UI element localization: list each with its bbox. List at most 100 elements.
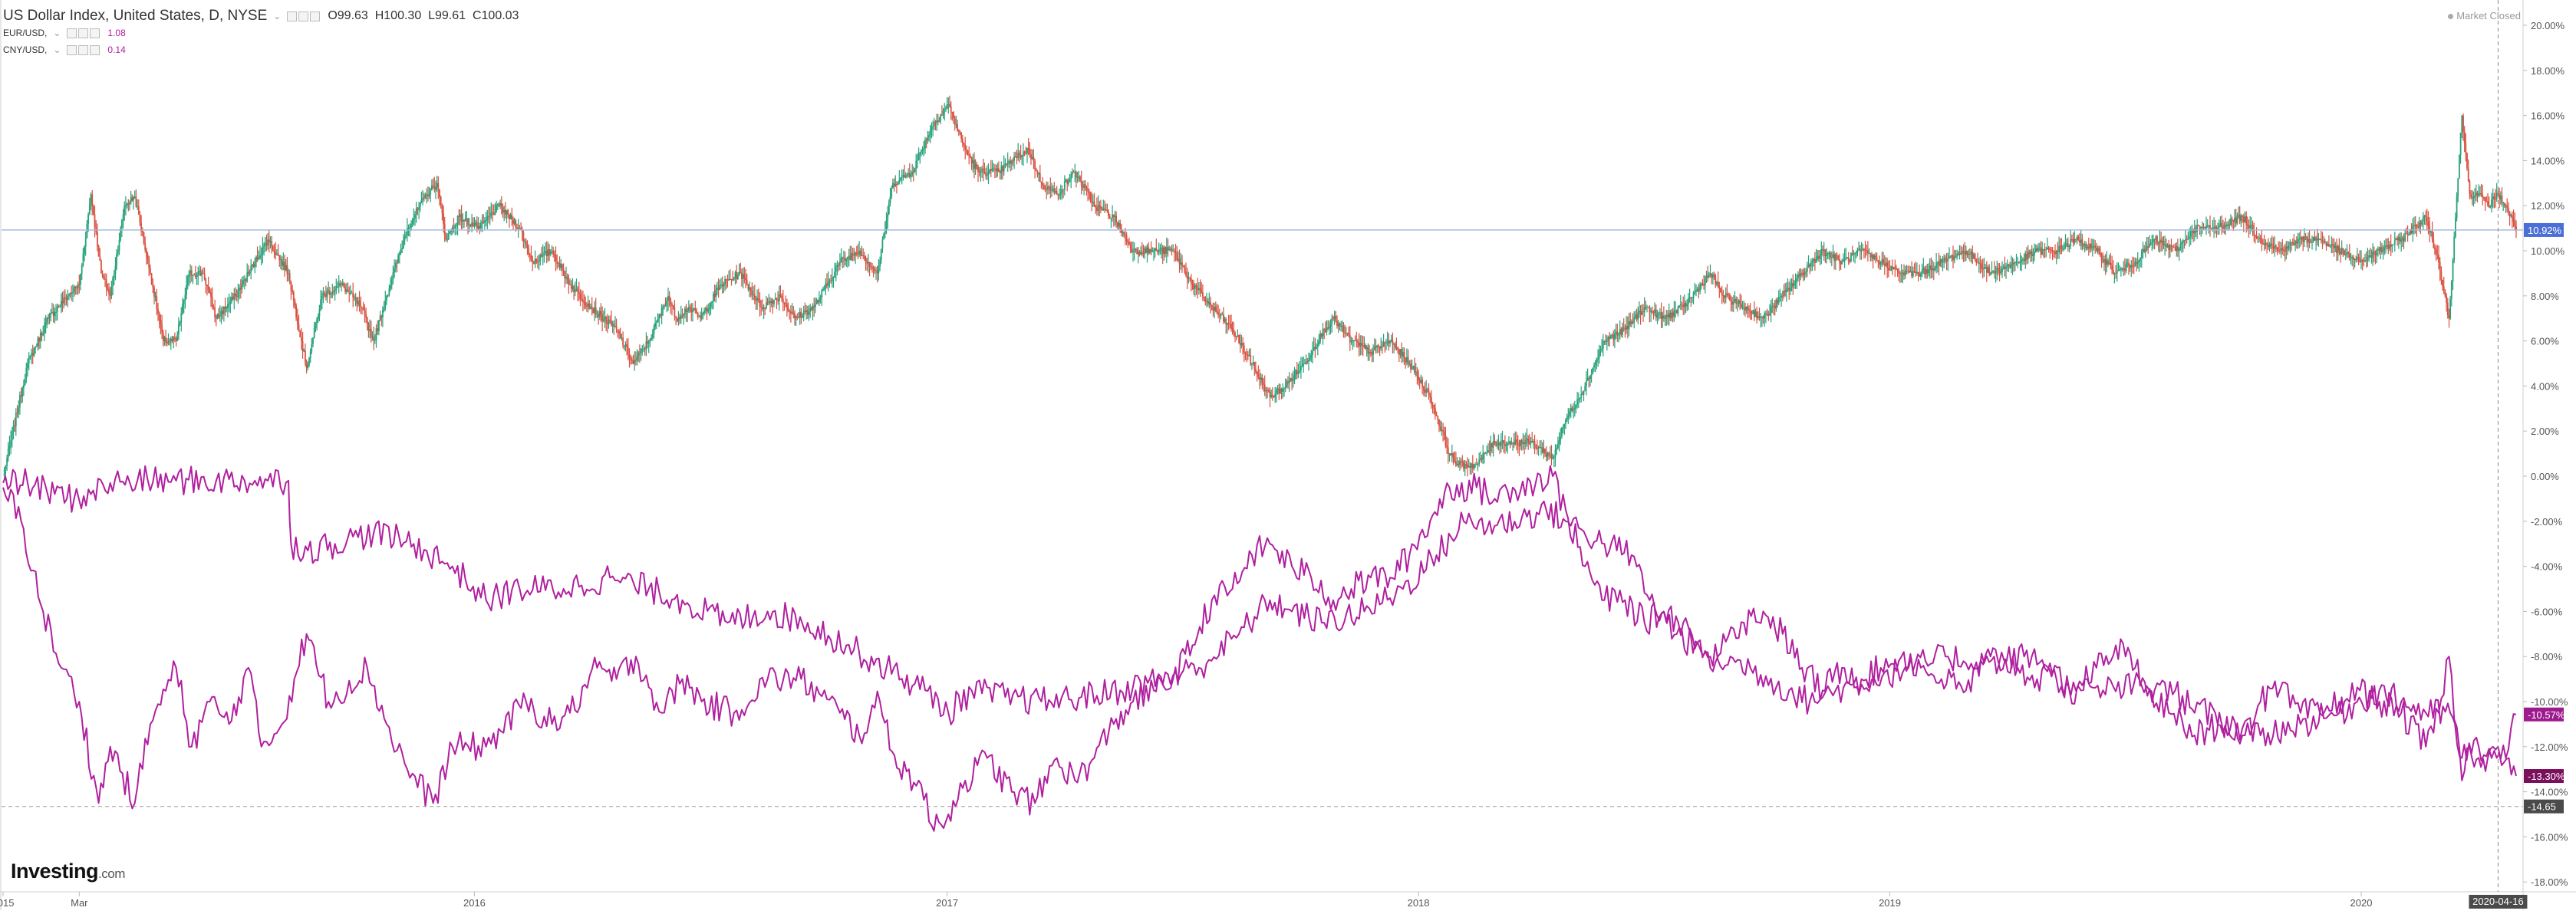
candle-body [249,271,251,274]
candle-body [48,318,49,320]
candle-body [1353,340,1355,341]
candle-body [80,274,81,285]
cnyusd-label[interactable]: CNY/USD, [3,44,48,55]
eurusd-label[interactable]: EUR/USD, [3,28,48,38]
close-icon[interactable] [90,45,100,56]
candle-body [469,225,472,227]
candle-body [878,266,880,274]
candle-body [2472,197,2475,199]
candle-body [1286,381,1288,386]
settings-icon[interactable] [78,28,89,39]
status-dot-icon [2448,14,2454,20]
candle-body [382,310,384,317]
close-icon[interactable] [90,28,100,39]
chevron-down-icon[interactable]: ⌄ [273,11,282,21]
candle-body [1029,149,1031,155]
candle-body [109,293,111,296]
candle-body [7,449,9,459]
candle-body [216,314,219,319]
candle-body [458,215,460,217]
eye-icon[interactable] [67,45,77,56]
candle-body [450,231,453,232]
legend-cnyusd-row[interactable]: CNY/USD, ⌄ 0.14 [3,41,519,58]
candle-body [23,385,25,389]
candle-body [611,324,614,326]
candle-body [1509,441,1511,444]
candle-body [644,348,646,350]
candle-body [229,301,232,304]
candle-body [1306,361,1309,363]
candle-body [1221,314,1224,316]
candle-body [1505,445,1507,446]
candle-body [2010,265,2012,268]
candle-body [1991,271,1993,274]
candle-body [1059,192,1062,195]
eye-icon[interactable] [287,12,298,22]
candle-body [960,132,962,139]
candle-body [2126,262,2129,264]
chevron-down-icon[interactable]: ⌄ [53,28,61,38]
candle-body [658,314,660,319]
candle-body [936,120,937,123]
ohlc-open-value: 99.63 [337,9,368,22]
candle-body [704,307,707,311]
candle-body [1039,173,1041,182]
legend-eurusd-row[interactable]: EUR/USD, ⌄ 1.08 [3,25,519,41]
settings-icon[interactable] [78,45,89,56]
candle-body [1341,325,1343,327]
candle-body [245,279,247,281]
candle-body [2262,243,2264,244]
candle-body [2218,225,2220,228]
close-icon[interactable] [310,12,321,22]
candle-body [1242,343,1244,347]
candle-body [713,294,716,298]
candle-body [588,304,591,309]
candle-body [2031,251,2033,256]
time-axis[interactable]: 2015Mar20162017201820192020 [0,892,2372,909]
candle-body [621,337,623,339]
chart-title[interactable]: US Dollar Index, United States, D, NYSE [3,8,268,24]
candle-body [1527,438,1530,443]
candle-body [1936,261,1939,263]
candle-body [1677,307,1679,314]
candle-body [822,288,824,291]
candle-body [1938,261,1940,266]
candle-body [431,185,433,191]
settings-icon[interactable] [298,12,309,22]
candle-body [259,255,261,258]
candle-body [753,294,754,296]
chevron-down-icon[interactable]: ⌄ [53,44,61,55]
candle-body [1757,316,1759,318]
candle-body [2089,244,2091,249]
candle-body [632,360,634,363]
candle-body [1260,377,1262,380]
candle-body [653,327,655,334]
candle-body [845,259,848,261]
eye-icon[interactable] [67,28,77,39]
candle-body [2172,245,2174,248]
legend-main-row[interactable]: US Dollar Index, United States, D, NYSE … [3,8,519,25]
candle-body [315,324,317,328]
candle-body [2022,259,2024,261]
candle-body [2360,260,2362,262]
candle-body [1435,414,1438,416]
candle-body [475,222,476,225]
candle-body [188,273,190,278]
candle-body [1206,301,1207,302]
price-axis[interactable]: 20.00%18.00%16.00%14.00%12.00%10.00%8.00… [2523,20,2568,888]
candle-body [2492,196,2494,200]
candle-body [1288,380,1290,383]
investing-logo[interactable]: Investing.com [11,860,125,883]
candle-body [1061,189,1063,193]
candle-body [1486,452,1488,454]
candle-body [1165,247,1168,254]
candle-body [1887,268,1889,270]
candle-body [751,291,753,296]
candle-body [1230,324,1232,329]
candle-body [716,288,718,290]
candle-body [69,292,71,295]
candle-body [1747,307,1749,310]
candle-body [1310,354,1313,357]
